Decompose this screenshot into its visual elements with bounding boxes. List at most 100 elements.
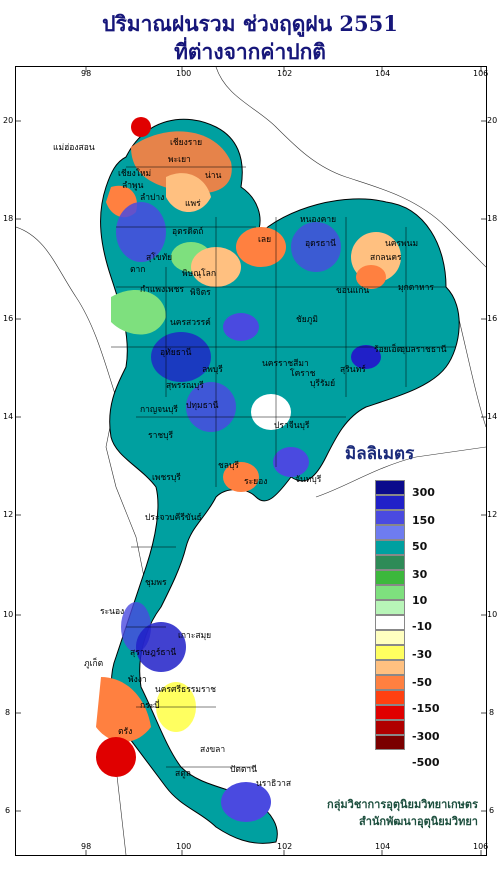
legend-label: -10 — [412, 620, 432, 633]
lon-tick-label: 98 — [81, 842, 92, 851]
city-label: หนองคาย — [300, 215, 337, 225]
city-label: กาญจนบุรี — [140, 405, 178, 415]
city-label: ตรัง — [118, 727, 133, 737]
lat-tick-label: 20 — [487, 116, 498, 125]
lat-tick-label: 6 — [5, 806, 11, 815]
legend-swatch — [375, 525, 405, 540]
map-title: ปริมาณฝนรวม ช่วงฤดูฝน 2551 — [102, 11, 398, 36]
rainfall-anomaly-map — [16, 67, 486, 855]
legend-label: -30 — [412, 648, 432, 661]
legend-label: -300 — [412, 730, 440, 743]
legend-swatch — [375, 720, 405, 735]
lon-tick-label: 102 — [277, 842, 293, 851]
city-label: ปราจีนบุรี — [274, 421, 310, 431]
lat-tick-label: 16 — [3, 314, 14, 323]
lat-tick-label: 18 — [3, 214, 14, 223]
lat-tick-label: 16 — [487, 314, 498, 323]
city-label: สตูล — [175, 769, 191, 779]
lat-tick-label: 14 — [487, 412, 498, 421]
city-label: ตาก — [130, 265, 146, 275]
legend-label: -50 — [412, 676, 432, 689]
city-label: เชียงใหม่ — [118, 169, 152, 179]
city-label: อุบลราชธานี — [400, 345, 447, 355]
lat-tick-label: 6 — [489, 806, 495, 815]
lon-tick-label: 100 — [176, 842, 192, 851]
city-label: อุทัยธานี — [160, 348, 192, 358]
city-label: สกลนคร — [370, 253, 402, 263]
lat-tick-label: 10 — [487, 610, 498, 619]
legend-swatch — [375, 705, 405, 720]
city-label: ปัตตานี — [230, 765, 258, 775]
city-label: ราชบุรี — [148, 431, 174, 441]
city-label: พังงา — [128, 675, 147, 685]
lat-tick-label: 20 — [3, 116, 14, 125]
legend-swatch — [375, 675, 405, 690]
lon-tick-label: 98 — [81, 69, 92, 78]
city-label: น่าน — [205, 171, 222, 181]
lon-tick-label: 100 — [176, 69, 192, 78]
credit-line-2: สำนักพัฒนาอุตุนิยมวิทยา — [359, 815, 478, 828]
city-label: แม่ฮ่องสอน — [53, 143, 95, 153]
map-frame — [15, 66, 487, 856]
legend-label: -500 — [412, 756, 440, 769]
neighbour-borders — [16, 67, 486, 855]
legend-swatch — [375, 540, 405, 555]
city-label: เลย — [258, 235, 272, 245]
city-label: แพร่ — [185, 199, 201, 209]
legend-swatch — [375, 690, 405, 705]
city-label: สุโขทัย — [146, 253, 173, 263]
city-label: พิจิตร — [190, 288, 211, 298]
legend-swatch — [375, 630, 405, 645]
city-label: สุพรรณบุรี — [166, 381, 204, 391]
province-borders — [111, 166, 456, 768]
city-label: นราธิวาส — [256, 779, 292, 789]
legend-swatch — [375, 570, 405, 585]
lat-tick-label: 8 — [489, 708, 495, 717]
city-label: มุกดาหาร — [398, 283, 434, 293]
city-label: บุรีรัมย์ — [310, 379, 336, 389]
legend-swatch — [375, 600, 405, 615]
city-label: สุรินทร์ — [340, 365, 366, 375]
city-label: ปทุมธานี — [186, 401, 219, 411]
city-label: พิษณุโลก — [182, 269, 217, 279]
city-label: ภูเก็ต — [84, 659, 104, 669]
city-label: เพชรบุรี — [152, 473, 181, 483]
city-label: ประจวบคีรีขันธ์ — [145, 513, 202, 523]
city-label: ระยอง — [244, 477, 268, 487]
legend-swatch — [375, 480, 405, 495]
city-label: พะเยา — [168, 155, 191, 165]
lon-tick-label: 104 — [375, 69, 391, 78]
city-label: ขอนแก่น — [336, 286, 370, 296]
legend-swatch — [375, 735, 405, 750]
map-subtitle: ที่ต่างจากค่าปกติ — [174, 39, 326, 64]
city-label: ร้อยเอ็ด — [374, 345, 403, 355]
legend-swatch — [375, 495, 405, 510]
legend-label: 50 — [412, 540, 428, 553]
legend-label: 300 — [412, 486, 435, 499]
credit-line-1: กลุ่มวิชาการอุตุนิยมวิทยาเกษตร — [327, 798, 478, 811]
lat-tick-label: 10 — [3, 610, 14, 619]
legend-title: มิลลิเมตร — [345, 444, 415, 464]
city-label: ลำพูน — [122, 181, 144, 191]
city-label: เกาะสมุย — [178, 631, 212, 641]
graticule-ticks — [16, 67, 486, 855]
city-label: ชลบุรี — [218, 461, 239, 471]
lon-tick-label: 104 — [375, 842, 391, 851]
legend-label: 150 — [412, 514, 435, 527]
city-label: สงขลา — [200, 745, 226, 755]
city-label: ลพบุรี — [202, 365, 223, 375]
lat-tick-label: 12 — [487, 510, 498, 519]
legend-swatch — [375, 585, 405, 600]
city-label: โคราช — [290, 369, 316, 379]
city-label: ลำปาง — [140, 193, 165, 203]
lat-tick-label: 14 — [3, 412, 14, 421]
legend-label: 10 — [412, 594, 428, 607]
anomaly-patches — [96, 117, 401, 822]
city-label: ระนอง — [100, 607, 125, 617]
city-label: นครศรีธรรมราช — [155, 685, 217, 695]
legend-swatch — [375, 615, 405, 630]
city-label: นครสวรรค์ — [170, 318, 211, 328]
city-label: กระบี่ — [140, 701, 160, 711]
legend-swatch — [375, 645, 405, 660]
legend-swatch — [375, 660, 405, 675]
